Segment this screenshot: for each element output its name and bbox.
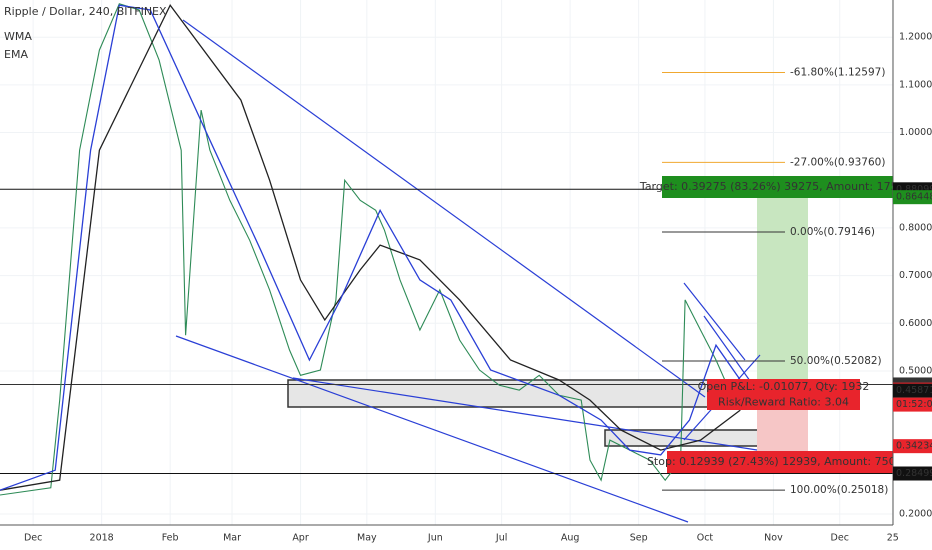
x-tick-label: Dec — [24, 533, 42, 544]
trendline — [683, 282, 746, 361]
fib-label: 50.00%(0.52082) — [790, 355, 882, 367]
position-label: Open P&L: -0.01077, Qty: 1932 — [698, 380, 870, 393]
position-label-bg — [662, 176, 893, 198]
x-tick-label: Dec — [831, 533, 849, 544]
series-line — [0, 3, 741, 491]
price-label: 0.45871 — [896, 385, 932, 396]
price-label: 0.34234 — [896, 441, 932, 452]
price-axis-bg — [893, 0, 932, 550]
price-label: 0.86448 — [896, 192, 932, 203]
price-label-bg — [893, 383, 932, 398]
x-tick-label: Oct — [697, 533, 714, 544]
price-label: 0.88099 — [896, 184, 932, 195]
fib-label: 0.00%(0.79146) — [790, 226, 875, 238]
fib-label: -61.80%(1.12597) — [790, 66, 885, 78]
target-zone — [757, 198, 808, 393]
x-tick-label: Feb — [162, 533, 179, 544]
x-tick-label: Aug — [561, 533, 580, 544]
x-tick-label: Apr — [292, 533, 309, 544]
x-tick-label: May — [357, 533, 377, 544]
x-tick-label: Nov — [764, 533, 783, 544]
trendline — [182, 19, 706, 398]
countdown: 01:52:00 — [896, 399, 932, 410]
x-tick-label: 25 — [887, 533, 899, 544]
x-tick-label: Jul — [495, 533, 507, 544]
position-label-bg — [707, 379, 860, 410]
indicator-label: EMA — [4, 48, 28, 61]
fib-label: 100.00%(0.25018) — [790, 484, 888, 496]
position-label: Risk/Reward Ratio: 3.04 — [718, 395, 849, 408]
price-label-bg — [893, 439, 932, 454]
price-label: 0.28499 — [896, 468, 932, 479]
y-tick-label: 1.10000 — [899, 79, 932, 90]
chart-title: Ripple / Dollar, 240, BITFINEX — [4, 5, 167, 18]
y-tick-label: 1.20000 — [899, 32, 932, 43]
x-tick-label: Sep — [630, 533, 648, 544]
series-line — [0, 4, 741, 491]
x-tick-label: Mar — [223, 533, 241, 544]
position-label: Target: 0.39275 (83.26%) 39275, Amount: … — [639, 180, 915, 193]
x-tick-label: Jun — [427, 533, 443, 544]
trendline — [175, 335, 689, 523]
position-label-bg — [667, 451, 893, 473]
position-label: Stop: 0.12939 (27.43%) 12939, Amount: 75… — [647, 455, 913, 468]
indicator-label: WMA — [4, 30, 32, 43]
price-label-bg — [893, 190, 932, 205]
fib-label: -27.00%(0.93760) — [790, 156, 885, 168]
x-tick-label: 2018 — [90, 533, 114, 544]
trendline — [292, 377, 758, 451]
price-label-bg — [893, 466, 932, 481]
y-tick-label: 0.20000 — [899, 509, 932, 520]
series-line — [0, 3, 741, 496]
countdown-bg — [893, 397, 932, 412]
